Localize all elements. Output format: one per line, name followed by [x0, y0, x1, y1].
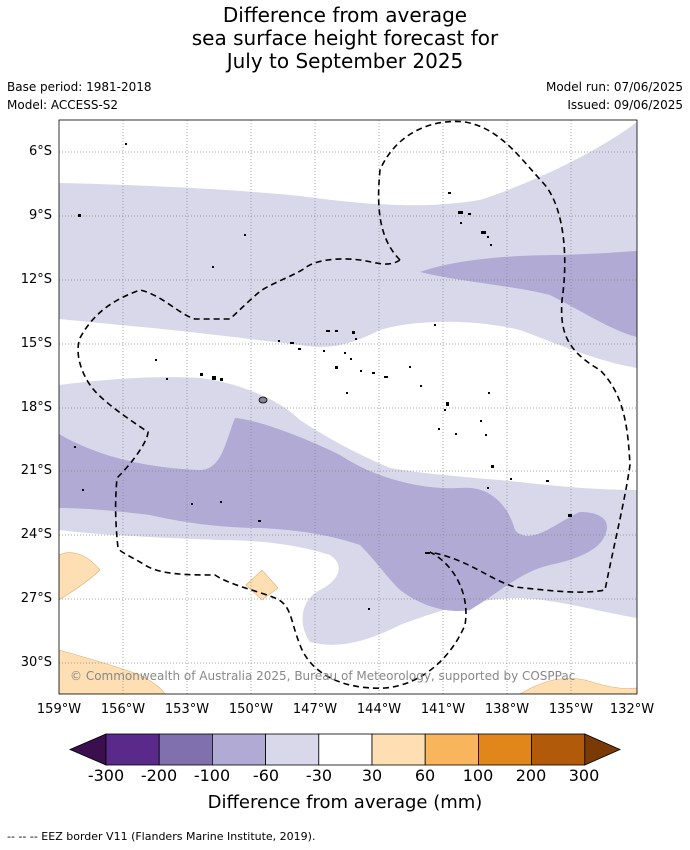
lon-label: 138°W — [484, 702, 530, 717]
colorbar-bin-3 — [211, 733, 266, 766]
meta-right: Model run: 07/06/2025 Issued: 09/06/2025 — [546, 78, 683, 114]
anomaly-patch-south — [59, 418, 608, 611]
lon-label: 144°W — [356, 702, 402, 717]
colorbar — [68, 733, 621, 766]
lat-label: 9°S — [28, 208, 52, 223]
map-field — [59, 120, 637, 694]
lon-label: 156°W — [100, 702, 146, 717]
model-name: Model: ACCESS-S2 — [7, 98, 119, 112]
colorbar-title: Difference from average (mm) — [207, 792, 483, 813]
colorbar-extend-right — [584, 733, 621, 766]
colorbar-tick-label: -30 — [305, 766, 333, 785]
meta-left: Base period: 1981-2018 Model: ACCESS-S2 — [7, 78, 152, 114]
lon-label: 159°W — [36, 702, 82, 717]
lat-label: 21°S — [20, 463, 52, 478]
islands — [74, 143, 572, 610]
colorbar-tick-label: -60 — [252, 766, 280, 785]
lon-label: 147°W — [292, 702, 338, 717]
anomaly-band-north — [59, 122, 637, 368]
lon-label: 153°W — [164, 702, 210, 717]
copyright-notice: © Commonwealth of Australia 2025, Bureau… — [70, 669, 576, 683]
lon-label: 141°W — [420, 702, 466, 717]
eez-footnote: -- -- -- EEZ border V11 (Flanders Marine… — [7, 830, 316, 843]
colorbar-tick-label: 60 — [414, 766, 436, 785]
graticule — [59, 120, 637, 694]
lat-label: 27°S — [20, 591, 52, 606]
colorbar-extend-left — [68, 733, 107, 766]
colorbar-bin-4 — [265, 733, 320, 766]
lon-label: 150°W — [228, 702, 274, 717]
colorbar-tick-label: 30 — [361, 766, 383, 785]
lon-label: 132°W — [609, 702, 655, 717]
lat-label: 15°S — [20, 336, 52, 351]
lat-label: 6°S — [28, 144, 52, 159]
positive-patch-southeast — [519, 678, 637, 694]
colorbar-tick-label: -100 — [193, 766, 231, 785]
colorbar-bin-9 — [531, 733, 586, 766]
map-title: Difference from average sea surface heig… — [0, 4, 690, 73]
title-line-3: July to September 2025 — [226, 49, 464, 73]
model-run: Model run: 07/06/2025 — [545, 80, 683, 94]
island-outlined — [258, 396, 268, 404]
lon-label: 135°W — [548, 702, 594, 717]
map-frame — [58, 119, 638, 695]
colorbar-bin-5 — [318, 733, 373, 766]
eez-border — [77, 120, 631, 689]
colorbar-tick-label: 200 — [515, 766, 547, 785]
base-period: Base period: 1981-2018 — [7, 80, 152, 94]
lat-label: 18°S — [20, 400, 52, 415]
title-line-1: Difference from average — [222, 3, 468, 27]
colorbar-tick-label: 300 — [568, 766, 600, 785]
title-line-2: sea surface height forecast for — [191, 26, 499, 50]
anomaly-patch-northeast — [420, 251, 637, 337]
colorbar-tick-label: -300 — [87, 766, 125, 785]
issued-date: Issued: 09/06/2025 — [567, 98, 683, 112]
colorbar-bin-6 — [371, 733, 426, 766]
lat-label: 24°S — [20, 527, 52, 542]
colorbar-bin-2 — [158, 733, 213, 766]
colorbar-tick-label: -200 — [140, 766, 178, 785]
positive-patch-west — [59, 552, 101, 601]
colorbar-bin-7 — [424, 733, 479, 766]
colorbar-bin-1 — [105, 733, 160, 766]
colorbar-tick-label: 100 — [462, 766, 494, 785]
positive-patch-southwest — [59, 649, 166, 694]
positive-patch-center — [245, 569, 279, 601]
colorbar-bin-8 — [477, 733, 532, 766]
lat-label: 30°S — [20, 655, 52, 670]
lat-label: 12°S — [20, 272, 52, 287]
